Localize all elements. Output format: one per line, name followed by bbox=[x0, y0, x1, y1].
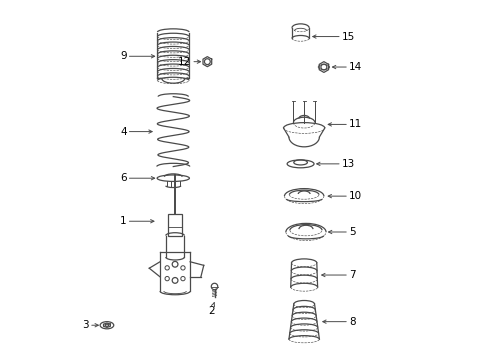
Text: 1: 1 bbox=[120, 216, 154, 226]
Text: 13: 13 bbox=[317, 159, 355, 169]
Text: 10: 10 bbox=[328, 191, 362, 201]
Text: 9: 9 bbox=[120, 51, 155, 61]
Text: 6: 6 bbox=[120, 173, 155, 183]
Text: 7: 7 bbox=[322, 270, 356, 280]
Text: 2: 2 bbox=[208, 303, 215, 316]
Text: 11: 11 bbox=[328, 120, 362, 129]
Text: 4: 4 bbox=[120, 127, 152, 136]
Text: 5: 5 bbox=[328, 227, 356, 237]
Text: 3: 3 bbox=[82, 320, 98, 330]
Text: 15: 15 bbox=[313, 32, 355, 41]
Text: 12: 12 bbox=[178, 57, 200, 67]
Text: 8: 8 bbox=[323, 317, 356, 327]
Text: 14: 14 bbox=[333, 62, 362, 72]
